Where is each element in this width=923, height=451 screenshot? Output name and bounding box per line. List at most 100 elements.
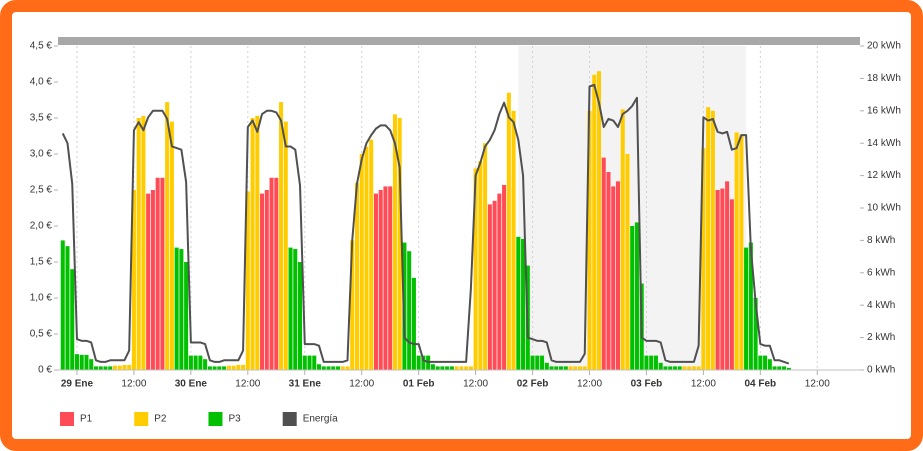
bar [649,355,654,370]
legend-swatch [60,412,74,426]
bar [98,366,103,370]
y2-tick-label: 10 kWh [867,203,901,214]
navigator-bar[interactable] [58,37,860,45]
bar [596,71,602,370]
x-tick-label: 01 Feb [403,379,435,390]
bar [530,355,535,370]
bar [710,110,715,371]
bar [331,366,336,370]
bar [502,184,507,370]
bar [89,359,94,370]
bar [658,362,663,370]
bar [388,186,393,370]
x-tick-label: 12:00 [463,379,488,390]
bar [245,191,250,370]
bar [293,249,298,370]
bar [734,132,739,370]
y-tick-label: 4,5 € [30,41,53,52]
bar [321,366,326,370]
bar [573,366,578,370]
bar [283,121,288,370]
bar [103,366,108,370]
bar [302,355,307,370]
bar [141,115,146,370]
bar [179,249,184,370]
x-tick-label: 12:00 [577,379,602,390]
bar [449,366,454,370]
bar [193,355,198,370]
y-tick-label: 4,0 € [30,77,53,88]
bar [392,114,397,371]
bar [454,366,459,370]
x-tick-label: 12:00 [235,379,260,390]
bar [758,355,763,370]
bar [350,240,355,370]
bar [198,355,203,370]
bar [739,134,744,370]
legend-label: P1 [80,414,93,425]
bar [772,366,777,370]
bar [582,366,587,370]
y-tick-label: 1,0 € [30,293,53,304]
bar [222,366,227,370]
bar [544,362,549,370]
bar [587,110,592,371]
bar [378,190,383,370]
bar [663,366,668,370]
bar [506,92,511,371]
bar [184,262,189,370]
bar [269,177,274,370]
bar [729,199,734,370]
y-tick-label: 3,5 € [30,113,53,124]
bar [383,186,388,370]
bar [160,177,165,370]
bar [763,355,768,370]
x-tick-label: 02 Feb [517,379,549,390]
bar [326,366,331,370]
bar [241,364,246,370]
bar [577,366,583,370]
bar [226,365,231,370]
bar [435,366,440,370]
bar [440,366,445,370]
bar [316,364,322,370]
bar [112,365,117,370]
bar [369,139,374,370]
bar [672,366,677,370]
bar [207,366,212,370]
bar [677,366,682,370]
bar [373,193,378,370]
bar [212,366,217,370]
bar [174,247,179,370]
bar [464,366,469,370]
bar [767,359,772,370]
bar [127,364,132,370]
y-tick-label: 3,0 € [30,149,53,160]
bar [421,355,426,370]
bar [430,364,435,370]
y2-tick-label: 2 kWh [867,332,895,343]
bar [744,247,749,370]
bar [634,222,639,370]
bar [79,354,84,370]
bar [274,177,279,370]
bar [203,359,208,370]
energy-line [61,83,790,365]
bar [568,366,573,370]
bar [606,172,611,370]
bar [335,366,341,370]
y2-tick-label: 6 kWh [867,267,895,278]
y-tick-label: 0,5 € [30,329,53,340]
bar [725,181,730,370]
bar [155,177,160,370]
y2-tick-label: 20 kWh [867,41,901,52]
bar [307,355,312,370]
x-tick-label: 29 Ene [61,379,94,390]
bar [407,251,412,370]
x-tick-label: 04 Feb [744,379,776,390]
bar [748,242,753,370]
bar [630,226,635,370]
bar [122,364,127,370]
bar [625,154,630,370]
bar [459,366,464,370]
